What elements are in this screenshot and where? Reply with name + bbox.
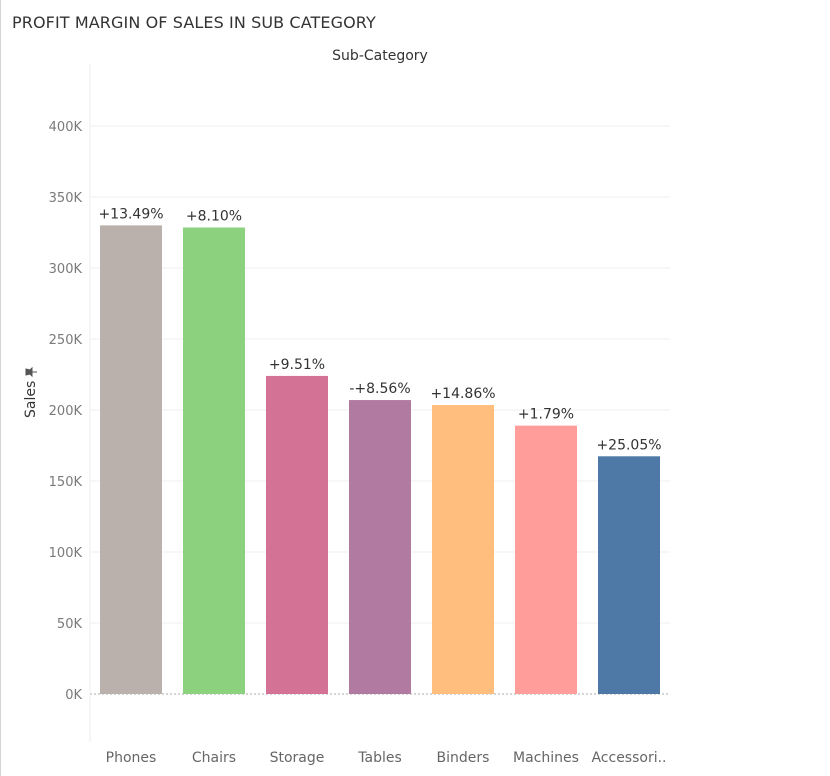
data-label: +1.79% — [518, 407, 574, 423]
column-header: Sub-Category — [332, 48, 428, 64]
x-category-label: Binders — [437, 750, 490, 766]
data-label: +14.86% — [430, 386, 495, 402]
y-tick-label: 100K — [49, 546, 83, 561]
y-axis-ticks: 0K 50K 100K 150K 200K 250K 300K 350K 400K — [49, 120, 83, 703]
x-category-label: Phones — [106, 750, 157, 766]
pin-icon[interactable] — [25, 366, 37, 378]
left-border — [0, 0, 1, 776]
data-label: -+8.56% — [349, 381, 410, 397]
y-tick-label: 250K — [49, 333, 83, 348]
x-category-label: Tables — [357, 750, 402, 766]
bar[interactable] — [432, 405, 494, 694]
bar[interactable] — [598, 456, 660, 694]
bar[interactable] — [266, 375, 328, 694]
x-axis-categories: Phones Chairs Storage Tables Binders Machines… — [106, 750, 667, 766]
bars — [100, 225, 660, 694]
y-tick-label: 200K — [49, 404, 83, 419]
x-category-label: Storage — [270, 750, 325, 766]
data-label: +8.10% — [186, 209, 242, 225]
x-category-label: Accessori.. — [591, 750, 666, 766]
data-labels: +13.49% +8.10% +9.51% -+8.56% +14.86% +1.79% +… — [98, 206, 661, 453]
y-tick-label: 50K — [57, 617, 83, 632]
x-category-label: Machines — [513, 750, 579, 766]
y-axis-label: Sales — [23, 381, 39, 418]
bar[interactable] — [183, 227, 245, 694]
data-label: +13.49% — [98, 206, 163, 222]
bar[interactable] — [515, 425, 577, 694]
chart-title: PROFIT MARGIN OF SALES IN SUB CATEGORY — [12, 13, 376, 32]
y-tick-label: 300K — [49, 262, 83, 277]
y-tick-label: 150K — [49, 475, 83, 490]
data-label: +9.51% — [269, 357, 325, 373]
x-category-label: Chairs — [192, 750, 236, 766]
y-tick-label: 400K — [49, 120, 83, 135]
data-label: +25.05% — [596, 437, 661, 453]
bar[interactable] — [100, 225, 162, 694]
y-tick-label: 350K — [49, 191, 83, 206]
y-tick-label: 0K — [65, 688, 82, 703]
bar[interactable] — [349, 400, 411, 694]
y-axis-title: Sales — [23, 366, 39, 418]
